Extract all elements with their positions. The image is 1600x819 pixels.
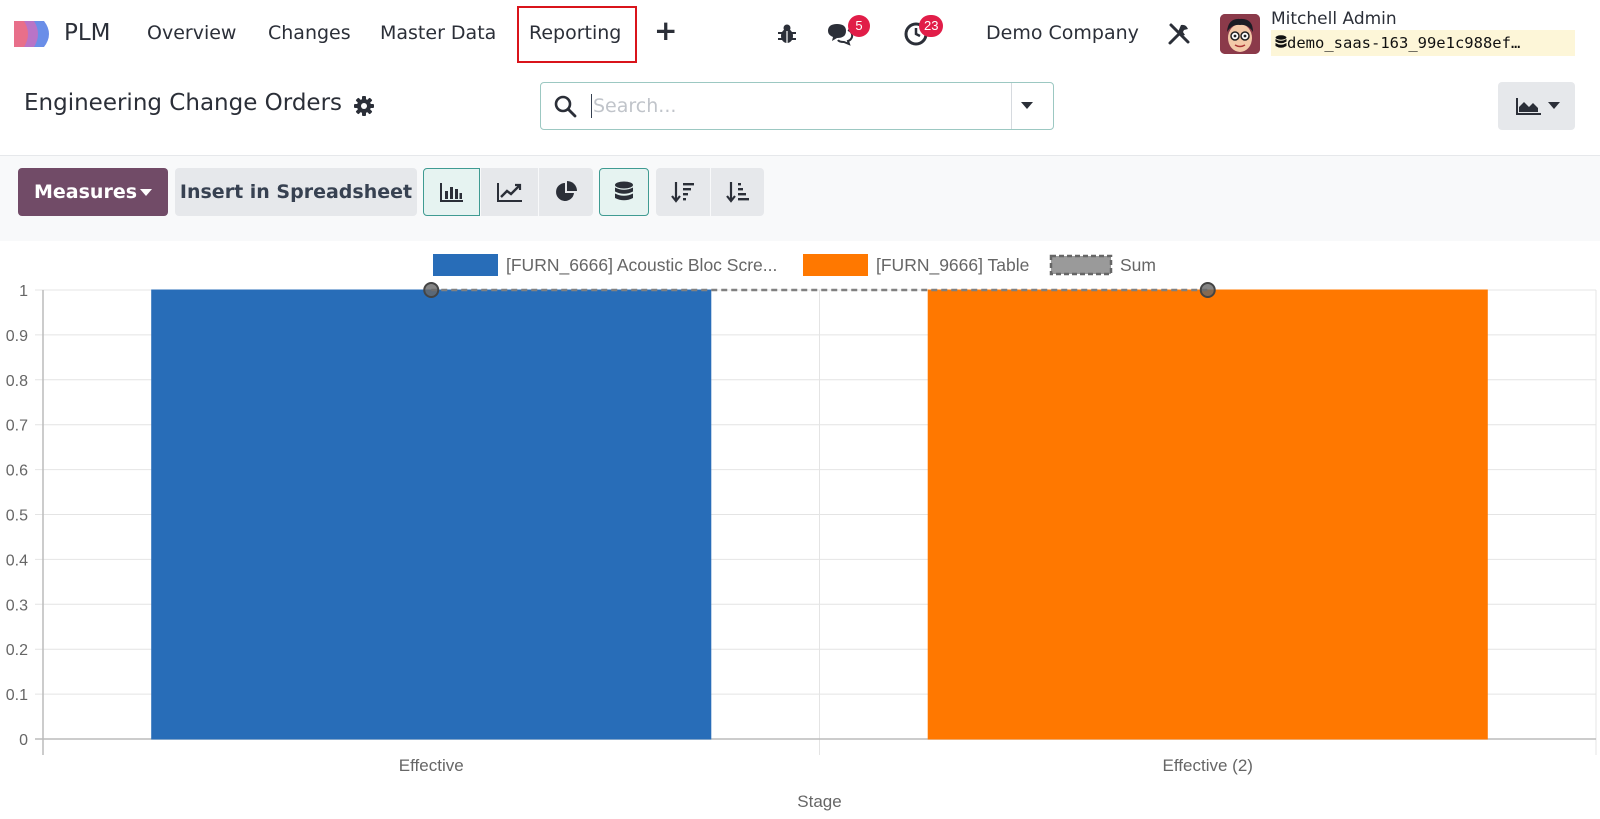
search-options-chevron-down-icon[interactable] bbox=[1020, 101, 1034, 111]
x-tick-label: Effective (2) bbox=[1163, 756, 1253, 775]
sort-descending-icon bbox=[671, 182, 694, 203]
database-name: demo_saas-163_99e1c988ef… bbox=[1271, 30, 1575, 56]
chevron-down-icon bbox=[1548, 102, 1560, 109]
x-tick-label: Effective bbox=[399, 756, 464, 775]
sort-ascending-icon bbox=[725, 182, 749, 203]
search-icon bbox=[554, 95, 577, 118]
y-tick-label: 0.5 bbox=[6, 508, 28, 525]
line-chart-icon bbox=[496, 183, 522, 202]
x-axis-title: Stage bbox=[797, 792, 841, 811]
plus-icon[interactable]: + bbox=[654, 14, 678, 47]
search-input[interactable] bbox=[593, 93, 983, 119]
area-chart-icon bbox=[1516, 98, 1541, 115]
user-avatar[interactable] bbox=[1220, 14, 1260, 54]
sort-descending-button[interactable] bbox=[656, 168, 710, 216]
caret-down-icon bbox=[140, 189, 152, 196]
menu-master-data[interactable]: Master Data bbox=[380, 22, 497, 44]
company-switcher[interactable]: Demo Company bbox=[986, 22, 1139, 44]
search-bar bbox=[540, 82, 1054, 130]
menu-reporting-label: Reporting bbox=[529, 22, 622, 44]
stacked-toggle-button[interactable] bbox=[599, 168, 649, 216]
measures-button[interactable]: Measures bbox=[18, 168, 168, 216]
y-tick-label: 0.7 bbox=[6, 418, 28, 435]
top-navbar: PLM Overview Changes Master Data Reporti… bbox=[0, 0, 1600, 68]
bug-icon[interactable] bbox=[777, 23, 797, 45]
plm-app-logo-icon[interactable] bbox=[12, 19, 56, 49]
insert-in-spreadsheet-button[interactable]: Insert in Spreadsheet bbox=[175, 168, 417, 216]
legend-swatch-sum bbox=[1049, 254, 1113, 276]
database-name-text: demo_saas-163_99e1c988ef… bbox=[1287, 34, 1521, 52]
legend-label: Sum bbox=[1120, 255, 1156, 275]
y-tick-label: 1 bbox=[19, 283, 28, 300]
text-cursor bbox=[591, 94, 592, 118]
sum-point bbox=[1199, 282, 1216, 298]
measures-label: Measures bbox=[34, 181, 138, 203]
user-name[interactable]: Mitchell Admin bbox=[1271, 9, 1397, 29]
bar-effective bbox=[151, 289, 712, 740]
bar-chart[interactable]: 0 0.1 0.2 0.3 0.4 0.5 0.6 0.7 0.8 0.9 1 Effective Ef… bbox=[0, 241, 1600, 819]
page-title[interactable]: Engineering Change Orders bbox=[24, 90, 343, 116]
bar-chart-icon bbox=[439, 183, 463, 202]
y-tick-label: 0.1 bbox=[6, 687, 28, 704]
y-tick-label: 0.8 bbox=[6, 373, 28, 390]
search-divider bbox=[1011, 83, 1012, 129]
pie-chart-icon bbox=[556, 181, 577, 201]
database-stack-icon bbox=[615, 181, 633, 201]
bar-effective-2- bbox=[927, 289, 1488, 740]
activities-badge: 23 bbox=[919, 15, 944, 37]
line-chart-button[interactable] bbox=[481, 168, 538, 216]
y-tick-label: 0.3 bbox=[6, 597, 28, 614]
messages-badge: 5 bbox=[848, 15, 870, 37]
sum-point bbox=[423, 282, 440, 298]
tools-icon[interactable] bbox=[1167, 22, 1191, 46]
menu-reporting[interactable]: Reporting bbox=[517, 6, 637, 63]
bar-chart-button[interactable] bbox=[423, 168, 480, 216]
pie-chart-button[interactable] bbox=[539, 168, 593, 216]
menu-overview[interactable]: Overview bbox=[147, 22, 237, 44]
y-tick-label: 0.2 bbox=[6, 642, 28, 659]
app-name[interactable]: PLM bbox=[64, 20, 111, 46]
y-tick-label: 0.4 bbox=[6, 552, 28, 569]
database-icon bbox=[1275, 35, 1287, 48]
legend-swatch bbox=[803, 254, 868, 276]
legend-label: [FURN_9666] Table bbox=[876, 255, 1029, 276]
view-switcher-button[interactable] bbox=[1498, 82, 1575, 130]
graph-view: 0 0.1 0.2 0.3 0.4 0.5 0.6 0.7 0.8 0.9 1 Effective Ef… bbox=[0, 241, 1600, 819]
sort-ascending-button[interactable] bbox=[711, 168, 764, 216]
y-tick-label: 0.6 bbox=[6, 463, 28, 480]
y-tick-label: 0.9 bbox=[6, 328, 28, 345]
legend-label: [FURN_6666] Acoustic Bloc Scre... bbox=[506, 255, 777, 276]
menu-changes[interactable]: Changes bbox=[268, 22, 351, 44]
legend-swatch bbox=[433, 254, 498, 276]
gear-icon[interactable] bbox=[354, 96, 374, 116]
y-tick-label: 0 bbox=[19, 732, 28, 749]
